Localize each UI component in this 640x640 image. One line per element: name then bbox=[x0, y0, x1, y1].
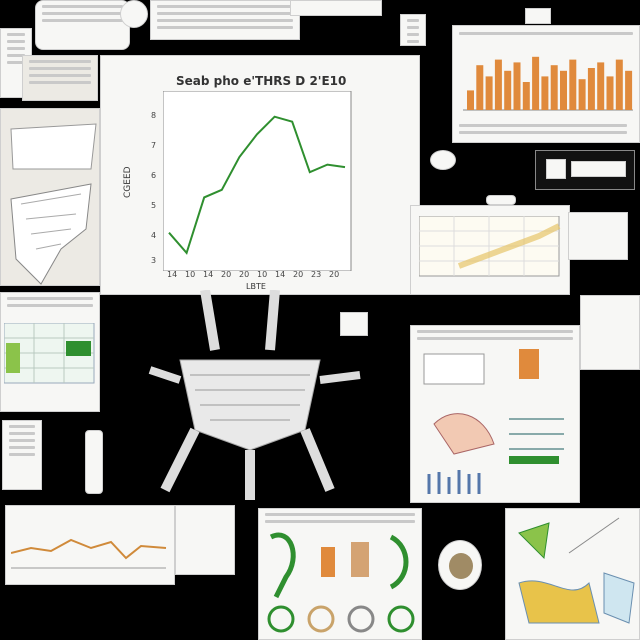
bar bbox=[504, 70, 512, 110]
bar bbox=[467, 90, 474, 110]
x-tick: 20 bbox=[221, 270, 232, 279]
device-panel bbox=[535, 150, 635, 190]
main-chart-xlabel: LBTE bbox=[246, 282, 266, 291]
coin-medallion bbox=[438, 540, 482, 590]
y-tick: 7 bbox=[151, 141, 157, 150]
test-tube bbox=[85, 430, 103, 494]
y-tick: 4 bbox=[151, 231, 157, 240]
bar bbox=[513, 62, 521, 110]
figure-sheet-drawings bbox=[423, 349, 564, 494]
x-tick: 10 bbox=[185, 270, 196, 279]
y-tick: 5 bbox=[151, 201, 157, 210]
grid-chart bbox=[419, 216, 561, 277]
y-tick: 3 bbox=[151, 256, 157, 265]
wing-sketch bbox=[10, 123, 97, 285]
bar bbox=[560, 70, 567, 110]
x-tick: 20 bbox=[329, 270, 340, 279]
y-tick: 8 bbox=[151, 111, 157, 120]
bar bbox=[569, 59, 577, 110]
x-tick: 20 bbox=[293, 270, 304, 279]
wing-sketch-panel bbox=[0, 108, 100, 286]
bar bbox=[615, 59, 623, 110]
bar-chart-card bbox=[452, 25, 640, 143]
skeleton-piece-top bbox=[35, 0, 130, 50]
main-chart-ylabel: CGEED bbox=[123, 166, 133, 198]
bar bbox=[476, 65, 484, 110]
main-chart-title: Seab pho e'THRS D 2'E10 bbox=[176, 74, 347, 88]
colored-sheet-drawings bbox=[518, 517, 635, 624]
document-stack-left bbox=[2, 420, 42, 490]
bar bbox=[625, 70, 633, 110]
bar bbox=[597, 62, 605, 110]
grid-chart-card bbox=[410, 205, 570, 295]
paper-strip-top bbox=[290, 0, 382, 16]
device-label-strip bbox=[571, 161, 626, 177]
small-tag-top bbox=[525, 8, 551, 24]
main-line-chart bbox=[163, 91, 352, 271]
specimen-sheet-card bbox=[258, 508, 422, 640]
bar bbox=[522, 82, 530, 110]
bar bbox=[587, 68, 595, 110]
main-chart-card: Seab pho e'THRS D 2'E10 CGEED 8 7 6 5 4 … bbox=[100, 55, 420, 295]
small-grey-tag bbox=[340, 312, 368, 336]
small-blob-icon bbox=[430, 150, 456, 170]
bar bbox=[485, 76, 493, 110]
spreadsheet-card bbox=[0, 292, 100, 412]
series-line bbox=[168, 115, 346, 255]
bar bbox=[541, 76, 549, 110]
qr-tag bbox=[400, 14, 426, 46]
colored-sheet-card bbox=[505, 508, 640, 640]
x-tick: 23 bbox=[311, 270, 322, 279]
x-tick: 14 bbox=[167, 270, 178, 279]
small-pill-icon bbox=[486, 195, 516, 205]
bar bbox=[550, 65, 558, 110]
bottom-line-chart-card bbox=[5, 505, 175, 585]
x-tick: 14 bbox=[203, 270, 214, 279]
bar bbox=[578, 79, 586, 110]
device-screen-icon bbox=[546, 159, 566, 179]
bottom-line-chart bbox=[11, 538, 167, 569]
bar bbox=[606, 76, 614, 110]
round-ornament bbox=[120, 0, 148, 28]
x-tick: 14 bbox=[275, 270, 286, 279]
bottom-series-line bbox=[11, 538, 167, 560]
x-tick: 20 bbox=[239, 270, 250, 279]
paper-card-small bbox=[22, 55, 98, 101]
y-tick: 6 bbox=[151, 171, 157, 180]
x-tick: 10 bbox=[257, 270, 268, 279]
laptop-card-right bbox=[580, 295, 640, 370]
bar bbox=[532, 56, 540, 110]
paper-card-top bbox=[150, 0, 300, 40]
spreadsheet-grid bbox=[4, 323, 95, 384]
skeleton-figure bbox=[148, 290, 361, 500]
specimen-drawings bbox=[267, 532, 415, 633]
figure-sheet-card bbox=[410, 325, 580, 503]
bar-chart bbox=[463, 56, 633, 111]
arrow-card-bottom bbox=[175, 505, 235, 575]
bar bbox=[494, 59, 502, 110]
arrow-card-right bbox=[568, 212, 628, 260]
